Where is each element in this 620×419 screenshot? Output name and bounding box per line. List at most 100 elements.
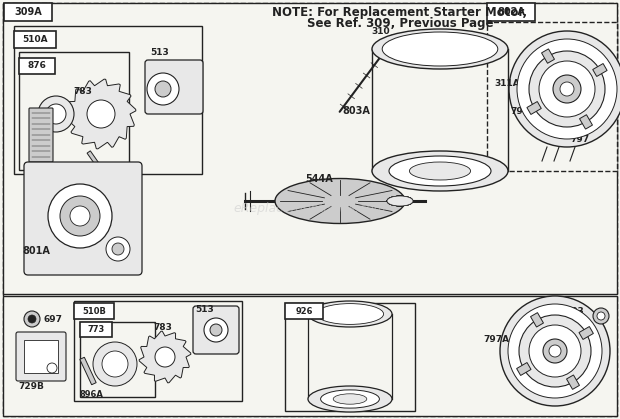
FancyBboxPatch shape [145, 60, 203, 114]
Text: 896: 896 [98, 169, 115, 178]
Circle shape [155, 81, 171, 97]
Circle shape [112, 243, 124, 255]
Ellipse shape [382, 32, 498, 66]
Circle shape [593, 308, 609, 324]
Bar [487, 22, 617, 171]
Circle shape [70, 206, 90, 226]
Polygon shape [139, 331, 191, 383]
Text: 876: 876 [27, 62, 46, 70]
Circle shape [24, 311, 40, 327]
Text: 773: 773 [87, 325, 105, 334]
Polygon shape [66, 79, 136, 149]
Bar [285, 303, 415, 411]
Circle shape [60, 196, 100, 236]
Ellipse shape [387, 196, 413, 206]
Polygon shape [80, 357, 96, 385]
Bar [531, 313, 544, 327]
Text: 513: 513 [151, 48, 169, 57]
Bar [593, 64, 607, 76]
Text: 797A: 797A [484, 334, 510, 344]
Ellipse shape [321, 390, 379, 408]
Text: 797A: 797A [510, 106, 536, 116]
Ellipse shape [372, 151, 508, 191]
Ellipse shape [372, 29, 508, 69]
FancyBboxPatch shape [16, 332, 66, 381]
Text: 311A: 311A [494, 80, 520, 88]
Text: 513: 513 [196, 305, 215, 314]
Bar [3, 3, 617, 294]
Ellipse shape [387, 196, 413, 206]
Circle shape [48, 184, 112, 248]
Text: 803A: 803A [342, 106, 370, 116]
Ellipse shape [275, 178, 405, 223]
Bar [541, 49, 554, 63]
Bar [14, 31, 56, 48]
Bar [74, 301, 242, 401]
Ellipse shape [316, 304, 384, 324]
Circle shape [47, 363, 57, 373]
Bar [580, 115, 593, 129]
Text: 309A: 309A [14, 7, 42, 17]
Bar [579, 326, 593, 339]
Circle shape [509, 31, 620, 147]
Circle shape [549, 345, 561, 357]
Bar [487, 3, 535, 21]
Polygon shape [87, 151, 103, 171]
Text: 797: 797 [560, 370, 579, 378]
Text: 801A: 801A [22, 246, 50, 256]
Ellipse shape [387, 196, 413, 206]
Circle shape [147, 73, 179, 105]
Text: 510B: 510B [82, 307, 106, 316]
Ellipse shape [387, 196, 413, 206]
Text: eReplacementParts.com: eReplacementParts.com [234, 202, 386, 215]
Bar [516, 362, 531, 375]
FancyBboxPatch shape [29, 108, 53, 162]
Circle shape [543, 339, 567, 363]
Bar [567, 375, 580, 389]
Circle shape [106, 237, 130, 261]
Circle shape [539, 61, 595, 117]
Circle shape [519, 315, 591, 387]
Bar [527, 101, 541, 114]
Bar [74, 303, 114, 319]
Bar [80, 322, 112, 337]
Text: 1003: 1003 [559, 307, 584, 316]
Circle shape [508, 304, 602, 398]
Ellipse shape [409, 162, 471, 180]
Bar [14, 26, 202, 174]
Text: 510A: 510A [22, 35, 48, 44]
Ellipse shape [389, 156, 491, 186]
Text: 697: 697 [44, 315, 63, 323]
Text: 802A: 802A [497, 7, 525, 17]
Circle shape [529, 325, 581, 377]
Circle shape [28, 315, 36, 323]
Ellipse shape [308, 386, 392, 412]
Circle shape [155, 347, 175, 367]
Bar [285, 303, 323, 319]
Circle shape [553, 75, 581, 103]
Circle shape [500, 296, 610, 406]
Ellipse shape [387, 196, 413, 206]
Ellipse shape [387, 196, 413, 206]
Bar [19, 52, 129, 170]
Circle shape [204, 318, 228, 342]
Circle shape [210, 324, 222, 336]
Circle shape [560, 82, 574, 96]
Text: See Ref. 309, Previous Page: See Ref. 309, Previous Page [307, 18, 494, 31]
Bar [3, 296, 617, 416]
Circle shape [38, 96, 74, 132]
Text: 729B: 729B [18, 382, 44, 391]
Text: 783: 783 [153, 323, 172, 332]
Ellipse shape [387, 196, 413, 206]
Circle shape [93, 342, 137, 386]
Bar [19, 58, 55, 74]
Text: 797: 797 [570, 134, 589, 143]
Bar [4, 3, 52, 21]
Text: NOTE: For Replacement Starter Motor,: NOTE: For Replacement Starter Motor, [272, 7, 528, 20]
Circle shape [517, 39, 617, 139]
Text: 783: 783 [73, 88, 92, 96]
Circle shape [597, 312, 605, 320]
Ellipse shape [387, 196, 413, 206]
Circle shape [87, 100, 115, 128]
Text: 834: 834 [545, 121, 564, 129]
